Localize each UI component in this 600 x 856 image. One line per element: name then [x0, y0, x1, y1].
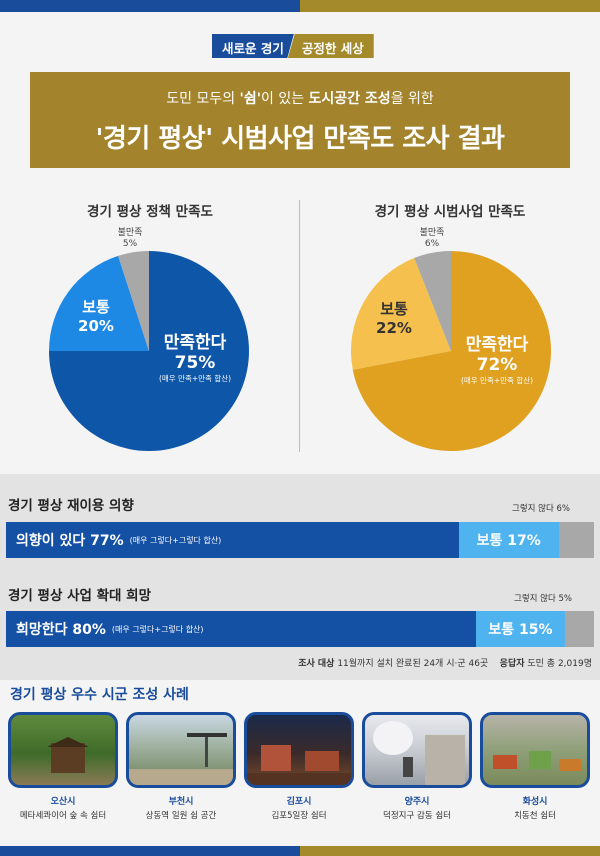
case-place: 덕정지구 감동 쉼터	[383, 811, 451, 821]
pie2-mid-label: 보통 22%	[376, 300, 412, 337]
bar1-title: 경기 평상 재이용 의향	[8, 498, 134, 514]
pie-slice-불만족	[414, 251, 451, 351]
page-title: '경기 평상' 시범사업 만족도 조사 결과	[95, 124, 505, 154]
bar1-chart: 의향이 있다 77% (매우 그렇다+그렇다 합산) 보통 17%	[6, 522, 594, 558]
header-subtitle: 도민 모두의 '쉼'이 있는 도시공간 조성을 위한	[166, 91, 434, 107]
pie1-mid-label: 보통 20%	[78, 298, 114, 335]
case-card: 부천시 상동역 일원 쉼 공간	[126, 712, 236, 821]
pie-slice-보통	[49, 255, 149, 351]
bar2-seg-b: 보통 15%	[476, 611, 565, 647]
case-photo	[480, 712, 590, 788]
case-city: 부천시	[168, 797, 194, 807]
slogan-left: 새로운 경기	[212, 34, 294, 58]
bar1-seg-a: 의향이 있다 77% (매우 그렇다+그렇다 합산)	[6, 522, 459, 558]
pie1-main-label: 만족한다 75% (매우 만족+만족 합산)	[158, 333, 232, 383]
bar2-c-label: 그렇지 않다 5%	[514, 594, 572, 604]
case-photo	[244, 712, 354, 788]
bottom-color-stripe	[0, 846, 600, 856]
pie1-chart	[49, 251, 249, 451]
case-city: 김포시	[286, 797, 312, 807]
slogan-right: 공정한 세상	[287, 34, 374, 58]
chart-divider	[299, 200, 300, 452]
survey-info: 조사 대상 11월까지 설치 완료된 24개 시·군 46곳 응답자 도민 총 …	[298, 659, 592, 669]
bar2-title: 경기 평상 사업 확대 희망	[8, 588, 151, 604]
case-place: 상동역 일원 쉼 공간	[145, 811, 217, 821]
bar1-seg-c	[558, 522, 594, 558]
bar2-chart: 희망한다 80% (매우 그렇다+그렇다 합산) 보통 15%	[6, 611, 594, 647]
top-color-stripe	[0, 0, 600, 12]
bar1-c-label: 그렇지 않다 6%	[512, 504, 570, 514]
case-city: 오산시	[50, 797, 76, 807]
pie2-main-label: 만족한다 72% (매우 만족+만족 합산)	[460, 335, 534, 385]
pie1-small-label: 불만족 5%	[117, 228, 143, 249]
pie2-small-label: 불만족 6%	[419, 228, 445, 249]
case-card: 오산시 메타세콰이어 숲 속 쉼터	[8, 712, 118, 821]
pie-slice-만족한다	[352, 251, 551, 451]
case-card: 김포시 김포5일장 쉼터	[244, 712, 354, 821]
pie-slice-보통	[351, 258, 451, 370]
pie2-title: 경기 평상 시범사업 만족도	[374, 204, 526, 220]
case-place: 김포5일장 쉼터	[271, 811, 327, 821]
case-place: 치동천 쉼터	[514, 811, 556, 821]
bar2-seg-a: 희망한다 80% (매우 그렇다+그렇다 합산)	[6, 611, 477, 647]
case-city: 양주시	[404, 797, 430, 807]
pie-slice-불만족	[118, 251, 149, 351]
case-photo	[126, 712, 236, 788]
case-photo	[8, 712, 118, 788]
header-banner: 도민 모두의 '쉼'이 있는 도시공간 조성을 위한 '경기 평상' 시범사업 …	[30, 72, 570, 168]
cases-title: 경기 평상 우수 시군 조성 사례	[10, 687, 189, 703]
case-place: 메타세콰이어 숲 속 쉼터	[19, 811, 107, 821]
bar2-seg-c	[564, 611, 594, 647]
case-photo	[362, 712, 472, 788]
pie2-chart	[351, 251, 551, 451]
pie1-title: 경기 평상 정책 만족도	[87, 204, 213, 220]
case-card: 화성시 치동천 쉼터	[480, 712, 590, 821]
slogan-tag: 새로운 경기 공정한 세상	[212, 34, 374, 58]
case-city: 화성시	[522, 797, 548, 807]
case-card: 양주시 덕정지구 감동 쉼터	[362, 712, 472, 821]
bar1-seg-b: 보통 17%	[458, 522, 559, 558]
